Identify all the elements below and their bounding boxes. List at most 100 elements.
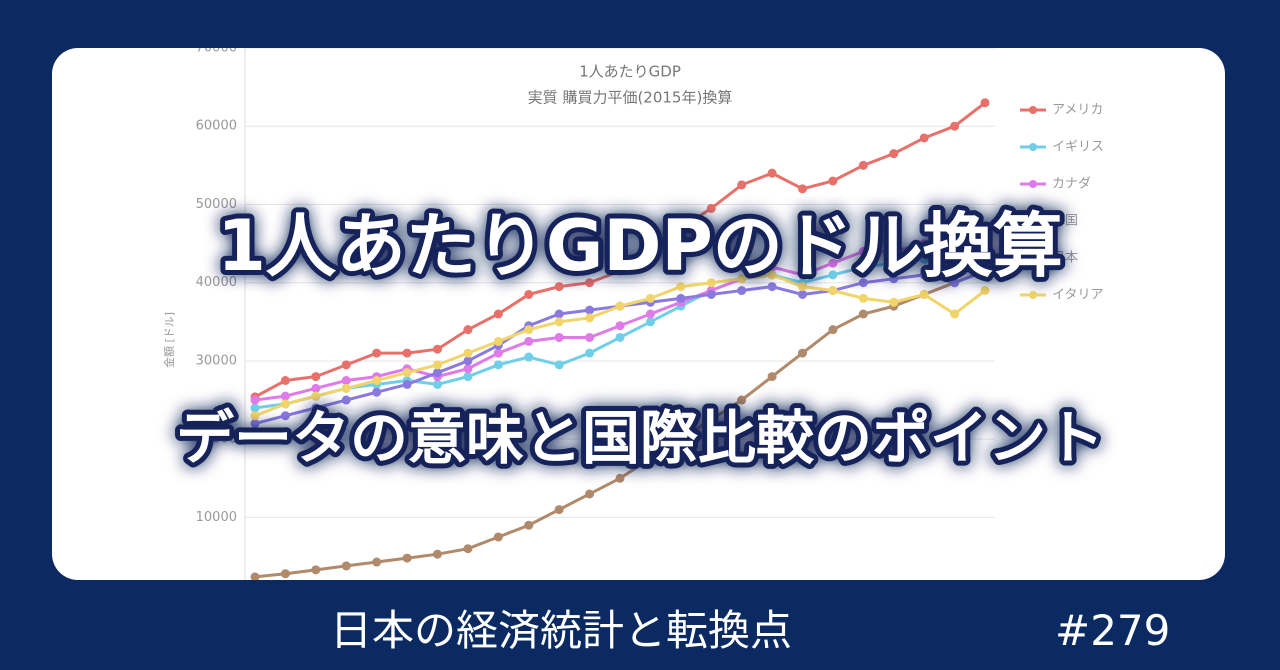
data-point: [798, 289, 807, 299]
data-point: [737, 395, 747, 405]
data-point: [250, 395, 260, 405]
legend-swatch-dot: [1029, 106, 1037, 114]
data-point: [493, 336, 503, 346]
data-point: [554, 317, 564, 327]
data-point: [858, 293, 868, 303]
legend-swatch-dot: [1029, 217, 1037, 225]
data-point: [828, 258, 838, 268]
data-point: [493, 309, 503, 319]
data-point: [798, 184, 807, 194]
data-point: [828, 270, 838, 280]
legend-swatch-dot: [1029, 291, 1037, 299]
data-point: [493, 360, 503, 370]
chart-card: [52, 48, 1225, 580]
data-point: [919, 254, 929, 264]
data-point: [250, 572, 260, 580]
data-point: [676, 434, 686, 444]
data-point: [493, 348, 503, 358]
chart-subtitle: 実質 購買力平価(2015年)換算: [528, 89, 733, 107]
y-axis-label: 金額 [ドル]: [162, 312, 176, 368]
data-point: [524, 289, 534, 299]
legend-label: カナダ: [1052, 177, 1091, 192]
data-point: [341, 376, 351, 385]
legend-label: イタリア: [1052, 288, 1103, 303]
data-point: [676, 293, 686, 303]
data-point: [280, 399, 290, 409]
data-point: [463, 325, 473, 335]
data-point: [950, 121, 960, 131]
data-point: [280, 569, 290, 579]
data-point: [585, 348, 595, 358]
y-tick-label: 10000: [196, 510, 237, 525]
data-point: [950, 309, 960, 319]
data-point: [585, 313, 595, 323]
data-point: [706, 203, 716, 213]
data-point: [980, 98, 990, 108]
data-point: [737, 274, 747, 284]
data-point: [554, 282, 564, 292]
data-point: [524, 336, 534, 346]
data-point: [615, 473, 625, 483]
data-point: [311, 383, 321, 393]
data-point: [524, 352, 534, 362]
data-point: [433, 368, 442, 378]
data-point: [858, 262, 868, 272]
data-point: [980, 223, 990, 233]
data-point: [919, 270, 929, 280]
legend-label: アメリカ: [1052, 103, 1103, 118]
data-point: [250, 419, 260, 429]
data-point: [919, 133, 929, 143]
data-point: [980, 239, 990, 249]
data-point: [706, 415, 716, 425]
data-point: [919, 289, 929, 299]
legend-swatch-dot: [1029, 180, 1037, 188]
data-point: [524, 325, 534, 335]
y-tick-label: 30000: [196, 353, 237, 368]
data-point: [311, 391, 321, 401]
data-point: [493, 532, 503, 542]
data-point: [585, 305, 595, 315]
data-point: [858, 309, 868, 319]
data-point: [950, 246, 960, 256]
episode-number: #279: [1055, 606, 1170, 655]
data-point: [463, 364, 473, 374]
data-point: [554, 505, 564, 515]
data-point: [645, 317, 655, 327]
data-point: [463, 544, 473, 554]
data-point: [585, 489, 595, 499]
data-point: [463, 348, 473, 358]
data-point: [433, 379, 442, 389]
headline: 1人あたりGDPのドル換算: [217, 205, 1063, 287]
data-point: [950, 231, 960, 241]
data-point: [737, 286, 747, 296]
series-name: 日本の経済統計と転換点: [330, 606, 792, 655]
data-point: [311, 403, 321, 413]
data-point: [615, 266, 625, 276]
data-point: [767, 168, 777, 178]
data-point: [858, 278, 868, 288]
data-point: [676, 282, 686, 292]
chart-title: 1人あたりGDP: [579, 63, 681, 81]
data-point: [980, 286, 990, 296]
data-point: [341, 360, 351, 370]
y-tick-label: 50000: [196, 197, 237, 212]
data-point: [311, 565, 321, 575]
data-point: [645, 243, 655, 252]
data-point: [341, 383, 351, 393]
data-point: [433, 549, 442, 559]
data-point: [828, 286, 838, 296]
data-point: [524, 520, 534, 530]
data-point: [311, 372, 321, 382]
y-tick-label: 60000: [196, 119, 237, 134]
data-point: [950, 278, 960, 288]
legend-label: 韓国: [1052, 214, 1078, 229]
data-point: [767, 262, 777, 272]
data-point: [767, 270, 777, 280]
data-point: [433, 360, 442, 370]
data-point: [737, 180, 747, 190]
data-point: [858, 160, 868, 170]
data-point: [615, 332, 625, 342]
data-point: [463, 356, 473, 366]
